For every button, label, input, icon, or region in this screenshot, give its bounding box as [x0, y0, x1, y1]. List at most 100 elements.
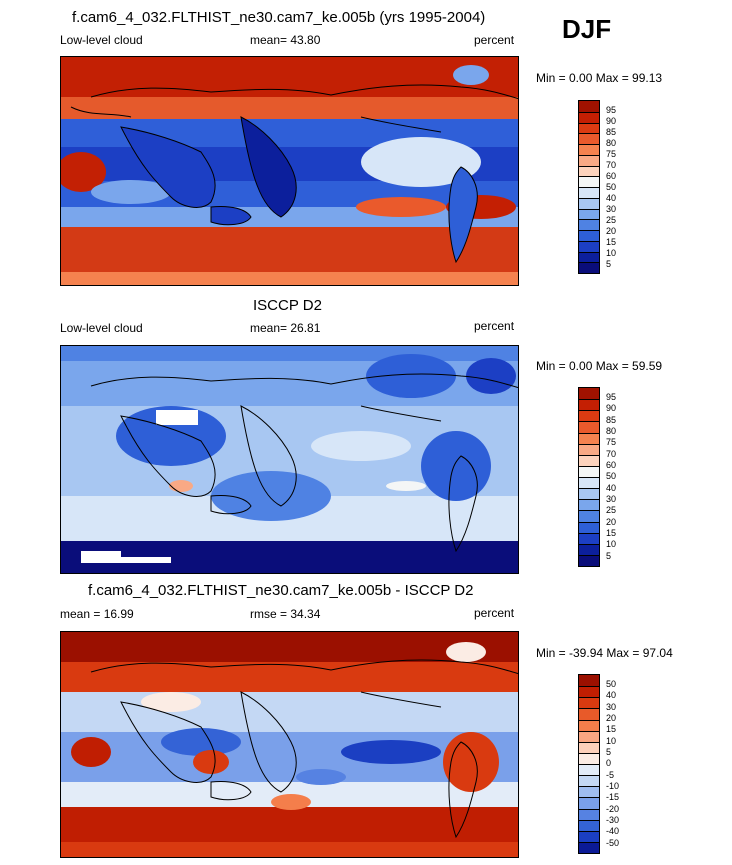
colorbar-tick-label: -20 [606, 804, 620, 814]
panel-3-map [60, 631, 519, 858]
colorbar-tick-label: 30 [606, 702, 617, 712]
colorbar-swatch [579, 808, 599, 820]
colorbar-swatch [579, 187, 599, 198]
colorbar-tick-label: 95 [606, 105, 617, 115]
colorbar-swatch [579, 786, 599, 798]
panel-3-mean-label: mean = 16.99 [60, 607, 134, 621]
colorbar-tick-label: -15 [606, 792, 620, 802]
panel-3-map-field [61, 632, 518, 857]
panel-1-title: f.cam6_4_032.FLTHIST_ne30.cam7_ke.005b (… [72, 9, 486, 26]
panel-2-title: ISCCP D2 [253, 297, 322, 314]
colorbar-tick-label: 5 [606, 551, 612, 561]
panel-2-map [60, 345, 519, 574]
colorbar-swatch [579, 510, 599, 522]
season-label: DJF [562, 14, 612, 44]
colorbar-tick-label: 40 [606, 193, 617, 203]
colorbar-swatch [579, 101, 599, 112]
colorbar-tick-label: 15 [606, 724, 617, 734]
colorbar-tick-label: 15 [606, 528, 617, 538]
colorbar-swatch [579, 819, 599, 831]
colorbar-tick-label: 20 [606, 713, 617, 723]
colorbar-swatch [579, 251, 599, 263]
colorbar-tick-label: 50 [606, 182, 617, 192]
colorbar-tick-label: 30 [606, 494, 617, 504]
colorbar-tick-label: 40 [606, 483, 617, 493]
colorbar-tick-label: 40 [606, 690, 617, 700]
colorbar-tick-label: 90 [606, 403, 617, 413]
colorbar-tick-label: 15 [606, 237, 617, 247]
colorbar-swatch [579, 399, 599, 411]
colorbar-swatch [579, 764, 599, 776]
colorbar-swatch [579, 154, 599, 166]
colorbar-tick-label: 30 [606, 204, 617, 214]
colorbar-swatch [579, 532, 599, 544]
colorbar-swatch [579, 719, 599, 731]
colorbar-swatch [579, 465, 599, 477]
colorbar-swatch [579, 262, 599, 273]
colorbar-tick-label: 75 [606, 437, 617, 447]
colorbar-tick-label: 95 [606, 392, 617, 402]
colorbar-tick-label: 0 [606, 758, 612, 768]
colorbar-swatch [579, 443, 599, 455]
colorbar-tick-label: -10 [606, 781, 620, 791]
colorbar-swatch [579, 775, 599, 787]
panel-2-left-label: Low-level cloud [60, 321, 143, 335]
colorbar-swatch [579, 410, 599, 422]
colorbar-swatch [579, 208, 599, 220]
colorbar-tick-label: -50 [606, 838, 620, 848]
colorbar-swatch [579, 454, 599, 466]
colorbar-tick-label: -30 [606, 815, 620, 825]
colorbar-swatch [579, 219, 599, 230]
colorbar-tick-label: 90 [606, 116, 617, 126]
colorbar-swatch [579, 543, 599, 555]
colorbar-tick-label: 5 [606, 747, 612, 757]
colorbar-swatch [579, 675, 599, 687]
colorbar-swatch [579, 708, 599, 720]
panel-2-mean-label: mean= 26.81 [250, 321, 321, 335]
colorbar-swatch [579, 240, 599, 252]
colorbar-tick-label: -5 [606, 770, 615, 780]
colorbar-swatch [579, 421, 599, 433]
colorbar-swatch [579, 133, 599, 144]
colorbar-swatch [579, 686, 599, 698]
colorbar-tick-label: 60 [606, 171, 617, 181]
colorbar-tick-label: 25 [606, 215, 617, 225]
colorbar-tick-label: 70 [606, 160, 617, 170]
colorbar-swatch [579, 388, 599, 400]
colorbar-tick-label: 75 [606, 149, 617, 159]
colorbar-tick-label: 50 [606, 471, 617, 481]
colorbar-tick-label: 10 [606, 736, 617, 746]
colorbar-tick-label: 25 [606, 505, 617, 515]
colorbar-swatch [579, 499, 599, 511]
colorbar-tick-label: 10 [606, 539, 617, 549]
panel-1-map-field [61, 57, 518, 285]
panel-1-map [60, 56, 519, 286]
colorbar-swatch [579, 797, 599, 809]
colorbar-swatch [579, 176, 599, 187]
colorbar-tick-label: 80 [606, 426, 617, 436]
panel-3-colorbar [578, 674, 600, 854]
colorbar-swatch [579, 741, 599, 753]
colorbar-tick-label: 5 [606, 259, 612, 269]
colorbar-swatch [579, 230, 599, 241]
colorbar-swatch [579, 752, 599, 764]
colorbar-tick-label: 85 [606, 415, 617, 425]
colorbar-swatch [579, 730, 599, 742]
colorbar-tick-label: 70 [606, 449, 617, 459]
colorbar-tick-label: 60 [606, 460, 617, 470]
panel-2-colorbar [578, 387, 600, 567]
colorbar-swatch [579, 521, 599, 533]
colorbar-tick-label: 20 [606, 517, 617, 527]
panel-3-units-label: percent [474, 606, 515, 620]
colorbar-swatch [579, 165, 599, 177]
panel-2-units-label: percent [474, 319, 515, 333]
colorbar-tick-label: 20 [606, 226, 617, 236]
panel-1-minmax: Min = 0.00 Max = 99.13 [536, 71, 663, 85]
panel-3-title: f.cam6_4_032.FLTHIST_ne30.cam7_ke.005b -… [88, 582, 474, 599]
colorbar-swatch [579, 554, 599, 566]
colorbar-swatch [579, 122, 599, 134]
panel-1-mean-label: mean= 43.80 [250, 33, 321, 47]
colorbar-tick-label: 50 [606, 679, 617, 689]
panel-3-minmax: Min = -39.94 Max = 97.04 [536, 646, 673, 660]
colorbar-swatch [579, 830, 599, 842]
